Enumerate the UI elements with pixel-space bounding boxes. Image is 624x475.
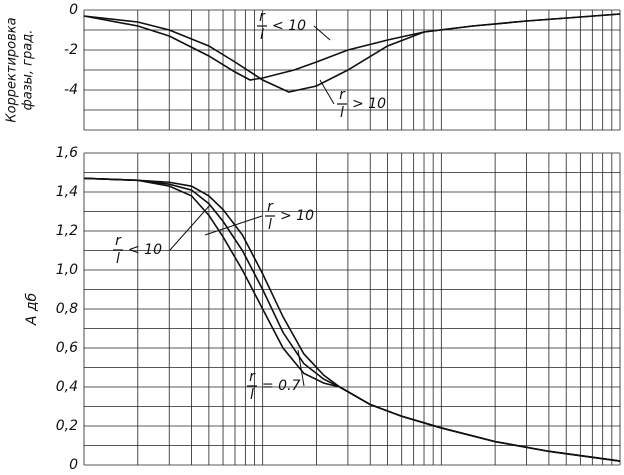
leader-line: [319, 79, 335, 105]
y-axis-title: фазы, град.: [21, 30, 36, 111]
annotation-denominator: l: [260, 27, 264, 43]
annotation-denominator: l: [116, 251, 120, 267]
curve: [83, 177, 621, 462]
annotation-relation: > 10: [280, 208, 314, 224]
curve: [83, 13, 621, 93]
y-tick-label: 1,0: [56, 262, 78, 278]
y-tick-label: 1,6: [56, 145, 78, 161]
annotation-relation: = 0.7: [262, 378, 301, 394]
curve: [83, 177, 621, 462]
y-axis-title: Корректировка: [5, 17, 20, 122]
y-tick-label: 0: [69, 457, 78, 473]
leader-line: [313, 25, 331, 41]
leader-line: [297, 349, 305, 387]
annotation-denominator: l: [250, 387, 254, 403]
annotation-numerator: r: [259, 9, 266, 25]
annotation-numerator: r: [249, 369, 256, 385]
y-tick-label: 0,6: [56, 340, 78, 356]
annotation-numerator: r: [267, 199, 274, 215]
annotation-relation: < 10: [272, 18, 306, 34]
curve: [83, 177, 621, 462]
leader-line: [169, 204, 211, 251]
annotation-denominator: l: [340, 105, 344, 121]
annotation-relation: > 10: [352, 96, 386, 112]
y-tick-label: -2: [64, 42, 78, 58]
y-tick-label: 1,4: [56, 184, 78, 200]
annotation-denominator: l: [268, 217, 272, 233]
y-axis-title: A дб: [24, 292, 40, 326]
annotation-numerator: r: [115, 233, 122, 249]
y-tick-label: 0,4: [56, 379, 78, 395]
y-tick-label: -4: [64, 82, 78, 98]
leader-line: [204, 215, 263, 236]
y-tick-label: 1,2: [56, 223, 78, 239]
y-tick-label: 0: [69, 2, 78, 18]
annotation-numerator: r: [339, 87, 346, 103]
annotation-relation: < 10: [128, 242, 162, 258]
y-tick-label: 0,8: [56, 301, 78, 317]
y-tick-label: 0,2: [56, 418, 78, 434]
